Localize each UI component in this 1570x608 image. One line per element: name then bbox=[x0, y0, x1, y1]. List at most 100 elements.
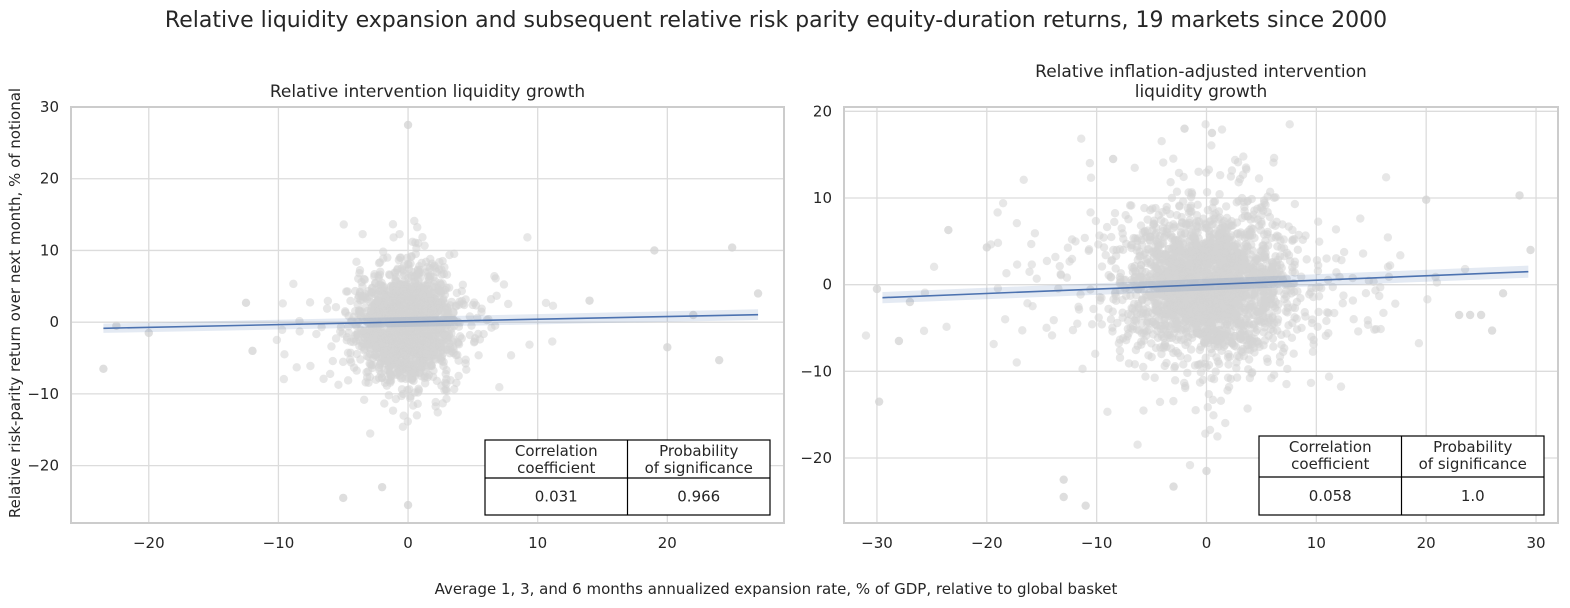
outlier-point bbox=[944, 225, 953, 235]
data-point bbox=[1251, 327, 1261, 337]
data-point bbox=[993, 208, 1002, 217]
data-point bbox=[1103, 407, 1112, 417]
data-point bbox=[1240, 233, 1250, 243]
data-point bbox=[1161, 231, 1170, 240]
data-point bbox=[353, 328, 362, 338]
data-point bbox=[1051, 252, 1060, 262]
data-point bbox=[1230, 253, 1239, 263]
data-point bbox=[1160, 217, 1169, 227]
data-point bbox=[998, 198, 1008, 208]
data-point bbox=[1078, 364, 1087, 374]
data-point bbox=[1221, 202, 1231, 211]
data-point bbox=[919, 326, 929, 336]
data-point bbox=[1215, 190, 1224, 199]
data-point bbox=[1106, 272, 1115, 282]
data-point bbox=[1306, 378, 1316, 388]
data-point bbox=[1209, 374, 1219, 384]
data-point bbox=[331, 334, 341, 343]
data-point bbox=[1077, 134, 1086, 143]
data-point bbox=[1225, 352, 1235, 362]
data-point bbox=[1032, 274, 1041, 283]
regression-line bbox=[103, 313, 759, 330]
outlier-point bbox=[1465, 310, 1475, 320]
data-point bbox=[1243, 404, 1252, 413]
data-point bbox=[408, 237, 417, 247]
x-tick-label: −20 bbox=[971, 534, 1003, 552]
data-point bbox=[1139, 362, 1148, 372]
data-point bbox=[361, 329, 370, 338]
data-point bbox=[442, 379, 451, 389]
data-point bbox=[470, 334, 480, 343]
data-point bbox=[1297, 272, 1306, 281]
data-point bbox=[1062, 273, 1072, 282]
data-point bbox=[449, 348, 458, 358]
data-point bbox=[322, 304, 332, 313]
data-point bbox=[1085, 158, 1095, 168]
data-point bbox=[1254, 174, 1264, 183]
data-point bbox=[405, 308, 414, 318]
data-point bbox=[490, 321, 500, 330]
data-point bbox=[1107, 232, 1116, 242]
data-point bbox=[1094, 313, 1103, 322]
data-point bbox=[1313, 322, 1322, 331]
data-point bbox=[1240, 206, 1249, 216]
data-point bbox=[1379, 308, 1388, 318]
data-point bbox=[338, 357, 348, 367]
data-point bbox=[1290, 199, 1300, 209]
data-point bbox=[295, 316, 304, 326]
data-point bbox=[1163, 267, 1172, 277]
data-point bbox=[1067, 254, 1077, 264]
outlier-point bbox=[714, 355, 724, 365]
data-point bbox=[1145, 319, 1154, 328]
data-point bbox=[343, 376, 353, 385]
data-point bbox=[1283, 364, 1292, 374]
data-point bbox=[1047, 331, 1057, 340]
data-point bbox=[1115, 353, 1125, 362]
data-point bbox=[1179, 172, 1188, 182]
data-point bbox=[1094, 240, 1103, 249]
data-point bbox=[1172, 210, 1182, 220]
data-point bbox=[437, 340, 447, 349]
data-point bbox=[1293, 287, 1302, 296]
data-point bbox=[395, 229, 404, 239]
data-point bbox=[403, 362, 412, 372]
data-point bbox=[1207, 141, 1216, 150]
data-point bbox=[397, 391, 406, 401]
data-point bbox=[1269, 319, 1279, 328]
outlier-point bbox=[241, 298, 251, 308]
data-point bbox=[1205, 269, 1215, 279]
data-point bbox=[388, 220, 398, 229]
data-point bbox=[420, 281, 430, 290]
data-point bbox=[1269, 342, 1278, 351]
data-point bbox=[410, 216, 419, 226]
data-point bbox=[1107, 256, 1116, 266]
data-point bbox=[1027, 260, 1037, 269]
outlier-point bbox=[874, 397, 884, 406]
data-point bbox=[1209, 197, 1218, 207]
data-point bbox=[408, 333, 418, 342]
data-point bbox=[1137, 329, 1147, 338]
outlier-point bbox=[1526, 245, 1535, 255]
data-point bbox=[399, 411, 408, 420]
data-point bbox=[449, 308, 458, 317]
data-point bbox=[420, 373, 429, 383]
data-point bbox=[410, 368, 419, 377]
outlier-point bbox=[1421, 195, 1431, 204]
data-point bbox=[353, 300, 362, 309]
y-tick-label: −20 bbox=[27, 457, 59, 475]
data-point bbox=[1260, 319, 1270, 328]
data-point bbox=[1193, 241, 1202, 250]
y-tick-label: 30 bbox=[40, 98, 59, 116]
data-point bbox=[342, 333, 352, 342]
data-point bbox=[431, 397, 440, 407]
data-point bbox=[1277, 330, 1286, 340]
data-point bbox=[1289, 349, 1298, 358]
data-point bbox=[1209, 219, 1218, 229]
data-point bbox=[372, 324, 381, 333]
data-point bbox=[1349, 315, 1358, 324]
data-point bbox=[1381, 173, 1391, 182]
data-point bbox=[280, 350, 289, 359]
data-point bbox=[408, 278, 418, 287]
data-point bbox=[417, 313, 426, 322]
data-point bbox=[1170, 363, 1179, 372]
